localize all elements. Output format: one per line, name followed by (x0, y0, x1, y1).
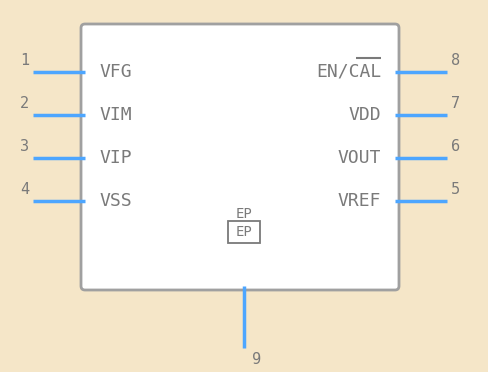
Text: VIM: VIM (99, 106, 132, 124)
Text: 5: 5 (451, 182, 460, 197)
Bar (228, 221, 260, 243)
Text: VDD: VDD (348, 106, 381, 124)
Text: VIP: VIP (99, 149, 132, 167)
Text: 8: 8 (451, 53, 460, 68)
Text: 4: 4 (20, 182, 29, 197)
Text: 7: 7 (451, 96, 460, 111)
Text: 6: 6 (451, 139, 460, 154)
Text: VREF: VREF (338, 192, 381, 210)
Text: EP: EP (236, 207, 252, 221)
Text: 1: 1 (20, 53, 29, 68)
FancyBboxPatch shape (81, 24, 399, 290)
Text: VOUT: VOUT (338, 149, 381, 167)
Text: 2: 2 (20, 96, 29, 111)
Text: 9: 9 (252, 352, 261, 367)
Text: VSS: VSS (99, 192, 132, 210)
Text: EP: EP (236, 225, 252, 239)
Text: 3: 3 (20, 139, 29, 154)
Text: VFG: VFG (99, 63, 132, 81)
Text: EN/CAL: EN/CAL (316, 63, 381, 81)
